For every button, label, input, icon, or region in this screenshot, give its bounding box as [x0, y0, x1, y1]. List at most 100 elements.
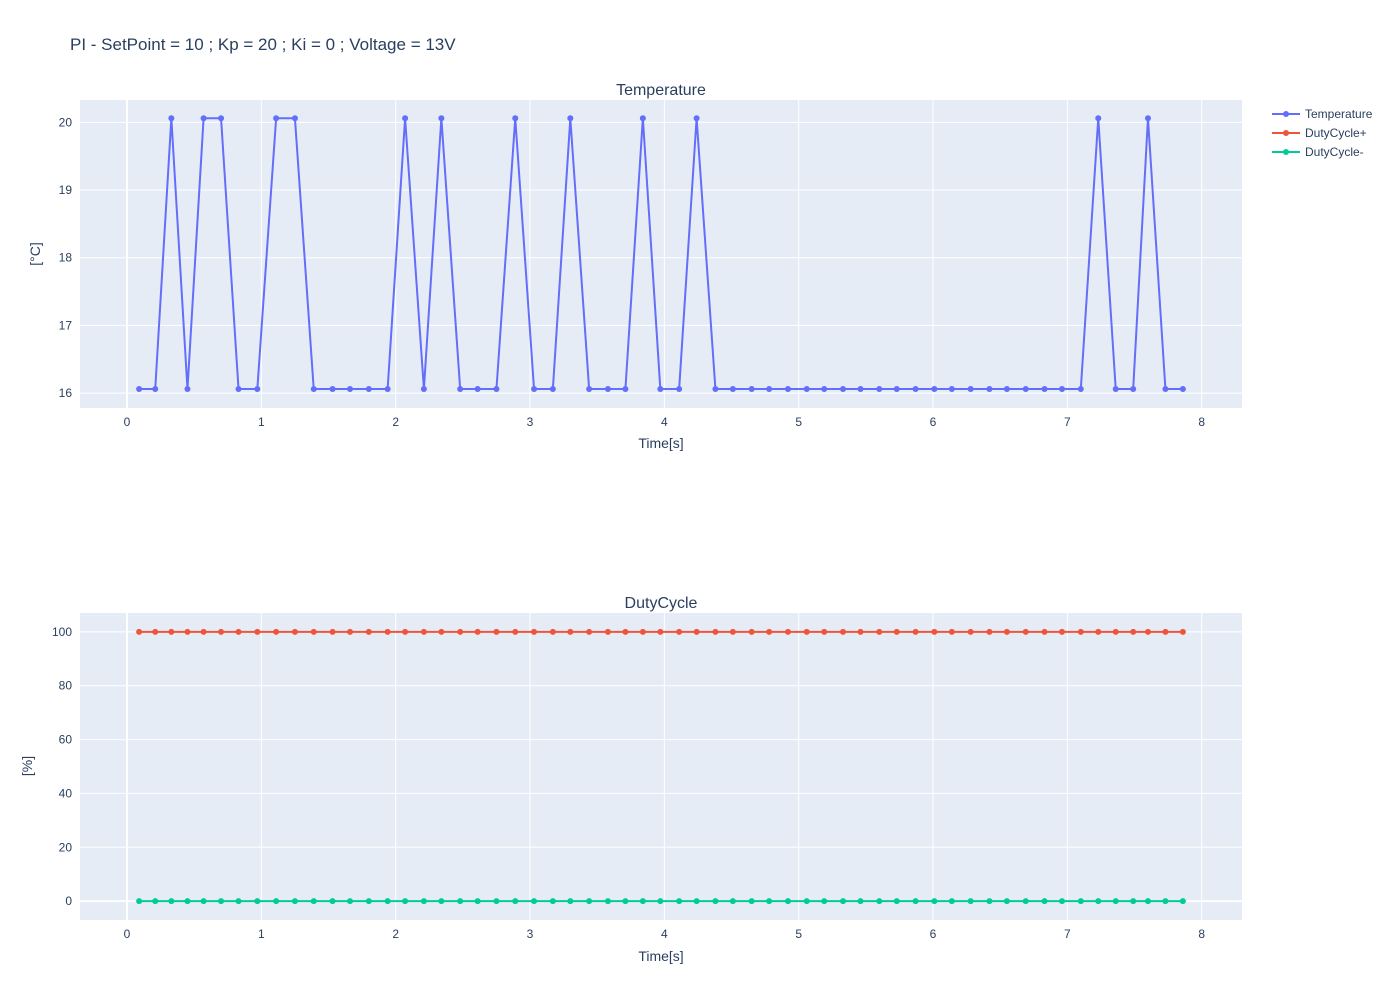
dutycycle-minus-point — [876, 898, 883, 905]
temperature-point — [1162, 386, 1169, 393]
temperature-point — [438, 115, 445, 122]
dutycycle-minus-point — [1162, 898, 1169, 905]
dutycycle-minus-point — [967, 898, 974, 905]
legend-label: DutyCycle+ — [1305, 126, 1367, 140]
dutycycle-plus-point — [821, 628, 828, 635]
x-tick-label: 0 — [124, 927, 131, 941]
dutycycle-plus-point — [235, 628, 242, 635]
dutycycle-minus-point — [1095, 898, 1102, 905]
y-tick-label: 40 — [59, 786, 73, 800]
dutycycle-minus-point — [438, 898, 445, 905]
dutycycle-plus-point — [893, 628, 900, 635]
dutycycle-plus-point — [218, 628, 225, 635]
dutycycle-plus-point — [857, 628, 864, 635]
temperature-point — [1095, 115, 1102, 122]
temperature-point — [967, 386, 974, 393]
temperature-point — [291, 115, 298, 122]
dutycycle-plus-point — [273, 628, 280, 635]
temperature-point — [748, 386, 755, 393]
dutycycle-minus-point — [766, 898, 773, 905]
dutycycle-plus-point — [365, 628, 372, 635]
dutycycle-minus-point — [1130, 898, 1137, 905]
dutycycle-plus-point — [1162, 628, 1169, 635]
dutycycle-plus-point — [948, 628, 955, 635]
y-tick-label: 18 — [59, 251, 73, 265]
dutycycle-minus-point — [948, 898, 955, 905]
dutycycle-y-axis-label: [%] — [19, 756, 35, 776]
legend-item[interactable]: Temperature — [1272, 107, 1373, 121]
temperature-point — [168, 115, 175, 122]
dutycycle-plus-point — [254, 628, 261, 635]
x-tick-label: 7 — [1064, 927, 1071, 941]
temperature-point — [457, 386, 464, 393]
dutycycle-plus-point — [729, 628, 736, 635]
legend-item[interactable]: DutyCycle- — [1272, 145, 1364, 159]
legend-label: DutyCycle- — [1305, 145, 1364, 159]
temperature-point — [1130, 386, 1137, 393]
x-tick-label: 6 — [930, 415, 937, 429]
y-tick-label: 80 — [59, 679, 73, 693]
dutycycle-plus-point — [310, 628, 317, 635]
dutycycle-plus-point — [291, 628, 298, 635]
y-tick-label: 20 — [59, 115, 73, 129]
temperature-point — [493, 386, 500, 393]
dutycycle-minus-point — [1144, 898, 1151, 905]
dutycycle-plus-point — [549, 628, 556, 635]
x-tick-label: 5 — [795, 415, 802, 429]
legend-label: Temperature — [1305, 107, 1373, 121]
temperature-point — [912, 386, 919, 393]
temperature-point — [254, 386, 261, 393]
legend: Temperature DutyCycle+ DutyCycle- — [1272, 107, 1373, 159]
y-tick-label: 60 — [59, 733, 73, 747]
x-tick-label: 8 — [1198, 415, 1205, 429]
dutycycle-plus-point — [912, 628, 919, 635]
dutycycle-minus-point — [1112, 898, 1119, 905]
temperature-gridlines — [80, 100, 1242, 408]
dutycycle-plus-point — [152, 628, 159, 635]
legend-swatch-marker — [1283, 130, 1289, 136]
dutycycle-plus-point — [1179, 628, 1186, 635]
temperature-point — [136, 386, 143, 393]
dutycycle-minus-point — [291, 898, 298, 905]
dutycycle-plus-point — [622, 628, 629, 635]
dutycycle-minus-point — [748, 898, 755, 905]
x-tick-label: 0 — [124, 415, 131, 429]
dutycycle-minus-point — [1179, 898, 1186, 905]
legend-item[interactable]: DutyCycle+ — [1272, 126, 1367, 140]
dutycycle-plus-point — [1077, 628, 1084, 635]
dutycycle-plus-point — [168, 628, 175, 635]
temperature-point — [893, 386, 900, 393]
y-tick-label: 0 — [65, 894, 72, 908]
temperature-point — [639, 115, 646, 122]
dutycycle-minus-point — [912, 898, 919, 905]
dutycycle-minus-point — [893, 898, 900, 905]
temperature-point — [549, 386, 556, 393]
dutycycle-minus-point — [729, 898, 736, 905]
dutycycle-plus-point — [1112, 628, 1119, 635]
dutycycle-series-layer — [136, 628, 1186, 905]
temperature-point — [712, 386, 719, 393]
dutycycle-minus-point — [420, 898, 427, 905]
dutycycle-minus-point — [840, 898, 847, 905]
dutycycle-minus-point — [152, 898, 159, 905]
figure-title: PI - SetPoint = 10 ; Kp = 20 ; Ki = 0 ; … — [70, 35, 456, 54]
temperature-point — [329, 386, 336, 393]
dutycycle-minus-point — [567, 898, 574, 905]
dutycycle-plus-point — [748, 628, 755, 635]
dutycycle-minus-point — [803, 898, 810, 905]
temperature-point — [676, 386, 683, 393]
temperature-point — [986, 386, 993, 393]
dutycycle-minus-point — [531, 898, 538, 905]
temperature-point — [693, 115, 700, 122]
dutycycle-plus-point — [512, 628, 519, 635]
dutycycle-minus-point — [712, 898, 719, 905]
temperature-point — [184, 386, 191, 393]
temperature-point — [821, 386, 828, 393]
dutycycle-minus-point — [329, 898, 336, 905]
dutycycle-minus-point — [457, 898, 464, 905]
temperature-point — [1112, 386, 1119, 393]
dutycycle-plus-point — [1095, 628, 1102, 635]
temperature-point — [876, 386, 883, 393]
